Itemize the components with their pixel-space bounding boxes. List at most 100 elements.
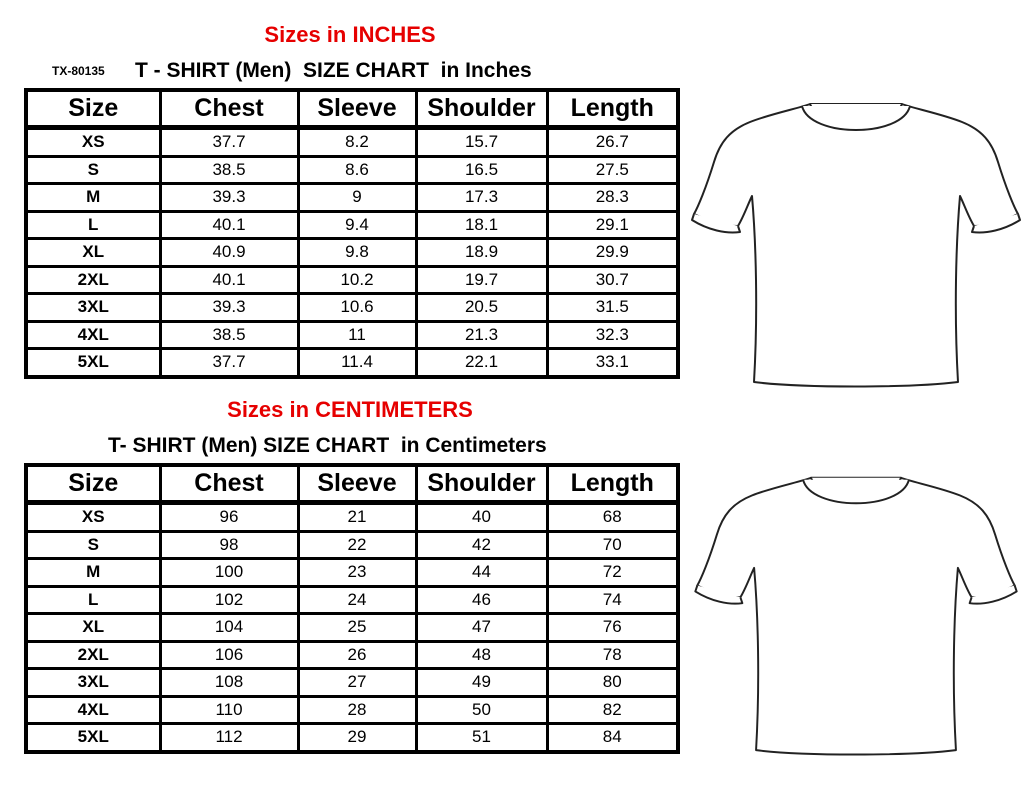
shoulder-cell: 16.5 (414, 154, 549, 185)
sleeve-cell: 8.2 (296, 126, 418, 158)
table-row: XS 96 21 40 68 (24, 501, 680, 533)
chest-cell: 37.7 (158, 347, 300, 378)
size-cell: 5XL (24, 347, 162, 378)
sleeve-cell: 9.4 (296, 209, 418, 240)
length-cell: 29.1 (545, 209, 680, 240)
size-cell: 3XL (24, 667, 162, 698)
length-cell: 32.3 (545, 319, 680, 350)
table-row: 3XL 39.3 10.6 20.5 31.5 (24, 292, 680, 323)
table-row: 4XL 110 28 50 82 (24, 694, 680, 725)
sleeve-cell: 22 (296, 529, 418, 560)
length-cell: 80 (545, 667, 680, 698)
size-cell: 4XL (24, 694, 162, 725)
shoulder-cell: 19.7 (414, 264, 549, 295)
chest-cell: 40.9 (158, 237, 300, 268)
shoulder-cell: 42 (414, 529, 549, 560)
sleeve-cell: 10.2 (296, 264, 418, 295)
table-row: XL 40.9 9.8 18.9 29.9 (24, 237, 680, 268)
length-cell: 68 (545, 501, 680, 533)
shoulder-cell: 18.9 (414, 237, 549, 268)
centimeters-size-table: Size Chest Sleeve Shoulder Length XS 96 21 40 68 S… (24, 463, 680, 754)
column-header-size: Size (24, 463, 162, 504)
column-header-shoulder: Shoulder (414, 88, 549, 129)
shoulder-cell: 40 (414, 501, 549, 533)
length-cell: 78 (545, 639, 680, 670)
shoulder-cell: 44 (414, 557, 549, 588)
table-row: 2XL 106 26 48 78 (24, 639, 680, 670)
t-shirt-outline-icon (694, 476, 1018, 756)
chest-cell: 110 (158, 694, 300, 725)
table-row: M 39.3 9 17.3 28.3 (24, 182, 680, 213)
size-cell: M (24, 182, 162, 213)
size-cell: XS (24, 126, 162, 158)
sleeve-cell: 8.6 (296, 154, 418, 185)
chest-cell: 37.7 (158, 126, 300, 158)
length-cell: 29.9 (545, 237, 680, 268)
length-cell: 30.7 (545, 264, 680, 295)
t-shirt-outline-icon (691, 103, 1021, 388)
chest-cell: 39.3 (158, 292, 300, 323)
shoulder-cell: 22.1 (414, 347, 549, 378)
sleeve-cell: 27 (296, 667, 418, 698)
column-header-length: Length (545, 463, 680, 504)
length-cell: 26.7 (545, 126, 680, 158)
size-cell: 4XL (24, 319, 162, 350)
length-cell: 82 (545, 694, 680, 725)
chest-cell: 106 (158, 639, 300, 670)
size-cell: L (24, 584, 162, 615)
table-row: S 38.5 8.6 16.5 27.5 (24, 154, 680, 185)
sleeve-cell: 23 (296, 557, 418, 588)
length-cell: 72 (545, 557, 680, 588)
length-cell: 27.5 (545, 154, 680, 185)
chest-cell: 100 (158, 557, 300, 588)
shoulder-cell: 46 (414, 584, 549, 615)
size-cell: 2XL (24, 639, 162, 670)
table-row: XS 37.7 8.2 15.7 26.7 (24, 126, 680, 158)
chest-cell: 38.5 (158, 154, 300, 185)
shoulder-cell: 50 (414, 694, 549, 725)
column-header-chest: Chest (158, 463, 300, 504)
shoulder-cell: 21.3 (414, 319, 549, 350)
shoulder-cell: 15.7 (414, 126, 549, 158)
size-cell: 2XL (24, 264, 162, 295)
chest-cell: 96 (158, 501, 300, 533)
table-row: 2XL 40.1 10.2 19.7 30.7 (24, 264, 680, 295)
chest-cell: 40.1 (158, 264, 300, 295)
table-row: 5XL 112 29 51 84 (24, 722, 680, 753)
sleeve-cell: 26 (296, 639, 418, 670)
length-cell: 70 (545, 529, 680, 560)
sleeve-cell: 29 (296, 722, 418, 753)
length-cell: 31.5 (545, 292, 680, 323)
length-cell: 28.3 (545, 182, 680, 213)
sleeve-cell: 9.8 (296, 237, 418, 268)
chest-cell: 112 (158, 722, 300, 753)
sleeve-cell: 9 (296, 182, 418, 213)
chest-cell: 108 (158, 667, 300, 698)
shoulder-cell: 51 (414, 722, 549, 753)
column-header-length: Length (545, 88, 680, 129)
table-row: S 98 22 42 70 (24, 529, 680, 560)
chest-cell: 102 (158, 584, 300, 615)
sleeve-cell: 28 (296, 694, 418, 725)
column-header-size: Size (24, 88, 162, 129)
sleeve-cell: 11 (296, 319, 418, 350)
shoulder-cell: 20.5 (414, 292, 549, 323)
header-row: Size Chest Sleeve Shoulder Length (24, 463, 680, 504)
shoulder-cell: 47 (414, 612, 549, 643)
size-cell: L (24, 209, 162, 240)
table-row: M 100 23 44 72 (24, 557, 680, 588)
size-cell: 3XL (24, 292, 162, 323)
sleeve-cell: 10.6 (296, 292, 418, 323)
table-row: L 40.1 9.4 18.1 29.1 (24, 209, 680, 240)
inches-chart-title: T - SHIRT (Men) SIZE CHART in Inches (135, 59, 532, 82)
shoulder-cell: 17.3 (414, 182, 549, 213)
column-header-sleeve: Sleeve (296, 463, 418, 504)
length-cell: 76 (545, 612, 680, 643)
sleeve-cell: 24 (296, 584, 418, 615)
table-row: L 102 24 46 74 (24, 584, 680, 615)
table-row: 4XL 38.5 11 21.3 32.3 (24, 319, 680, 350)
column-header-sleeve: Sleeve (296, 88, 418, 129)
inches-heading: Sizes in INCHES (264, 22, 436, 47)
column-header-shoulder: Shoulder (414, 463, 549, 504)
sleeve-cell: 11.4 (296, 347, 418, 378)
